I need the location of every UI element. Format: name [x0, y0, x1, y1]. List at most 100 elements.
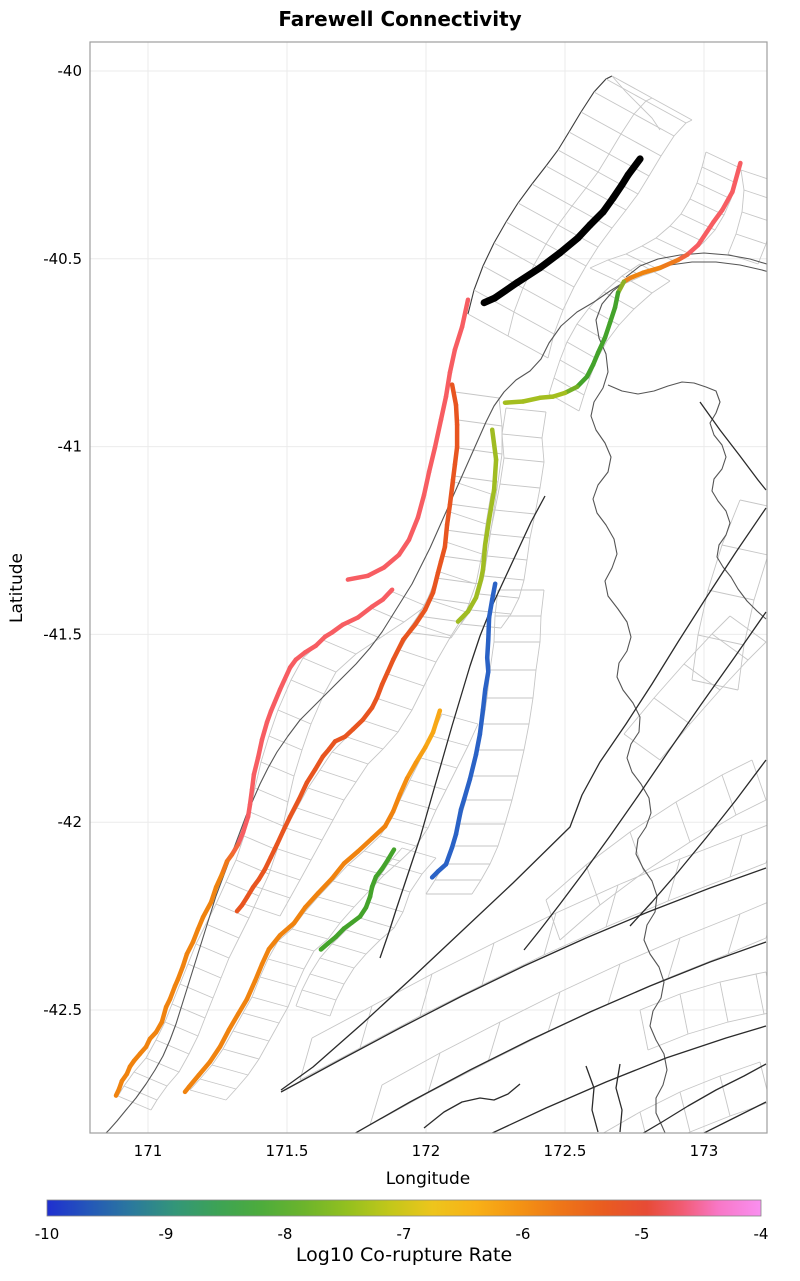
fault-strip-rung: [215, 903, 250, 919]
fault-strip-rung: [483, 575, 525, 581]
rupture-segment: [190, 926, 201, 945]
fault-strip-rung: [361, 719, 399, 733]
rupture-segment: [186, 1072, 202, 1090]
fault-strip-rung: [585, 864, 601, 906]
fault-strip-rung: [399, 799, 437, 811]
rupture-segment: [484, 637, 491, 660]
rupture-path-blue-path: [429, 581, 498, 880]
fault-strip-rung: [420, 757, 458, 769]
fault-strip-rung: [295, 1005, 331, 1017]
rupture-segment: [247, 787, 255, 807]
fault-strip-rung: [765, 933, 767, 939]
fault-strip-edge: [548, 263, 641, 395]
rupture-segment: [397, 776, 410, 797]
rupture-segment: [341, 849, 361, 866]
rupture-segment: [200, 899, 214, 920]
fault-strip-rung: [597, 171, 639, 195]
fault-strip-rung: [363, 850, 401, 862]
fault-strip-rung: [701, 166, 737, 184]
fault-strip-rung: [623, 733, 661, 761]
coastline-path: [105, 280, 627, 1133]
fault-strip-rung: [331, 751, 369, 765]
x-tick-label: 173: [690, 1142, 719, 1160]
rupture-segment: [730, 160, 743, 195]
fault-strip-rung: [553, 377, 585, 396]
rupture-segment: [627, 270, 646, 281]
background-fault-path: [423, 1083, 521, 1129]
rupture-segment: [234, 902, 245, 914]
fault-strip-rung: [639, 1009, 649, 1051]
fault-strip-rung: [445, 529, 491, 537]
background-fault-path: [354, 941, 767, 1133]
colorbar-tick-label: -10: [35, 1225, 60, 1243]
fault-strip-rung: [317, 896, 355, 908]
fault-strip-edge: [686, 1102, 767, 1133]
fault-strip-rung: [409, 779, 447, 791]
fault-strip-rung: [589, 267, 625, 285]
x-tick-label: 171.5: [266, 1142, 309, 1160]
rupture-segment: [219, 859, 230, 877]
fault-strip-rung: [331, 943, 367, 955]
rupture-segment: [595, 335, 608, 355]
fault-strip-rung: [721, 774, 737, 816]
fault-strip-rung: [545, 165, 587, 189]
rupture-segment: [207, 1044, 223, 1065]
fault-strip-rung: [195, 943, 230, 959]
rupture-segment: [489, 427, 499, 462]
fault-strip-rung: [346, 736, 384, 750]
fault-strip-rung: [454, 481, 492, 495]
rupture-segment: [329, 861, 347, 881]
fault-strip-edge: [467, 75, 613, 315]
fault-strip-rung: [580, 111, 622, 135]
fault-strip-rung: [439, 571, 477, 585]
rupture-segment: [477, 707, 486, 737]
rupture-segment: [196, 1059, 213, 1078]
rupture-segment: [280, 814, 293, 834]
fault-strip-edge: [647, 1012, 767, 1051]
fault-strip-rung: [253, 885, 291, 899]
fault-strip-rung: [607, 963, 621, 1005]
rupture-segment: [251, 755, 261, 777]
colorbar-tick-label: -4: [754, 1225, 769, 1243]
fault-strip-rung: [164, 1021, 199, 1037]
rupture-segment: [430, 570, 441, 595]
fault-strip-rung: [427, 597, 473, 605]
fault-strip-rung: [179, 983, 214, 999]
rupture-segment: [268, 687, 283, 714]
fault-strip-edge: [639, 971, 767, 1011]
coastline-path: [607, 381, 767, 620]
rupture-segment: [640, 265, 663, 275]
fault-strip-edge: [243, 481, 456, 905]
fault-strip-rung: [711, 633, 749, 661]
rupture-segment: [175, 963, 186, 982]
rupture-segment: [484, 655, 491, 674]
rupture-segment: [520, 395, 543, 404]
fault-strip-rung: [481, 942, 495, 986]
fault-strip-rung: [457, 419, 503, 427]
y-tick-label: -41: [58, 438, 83, 456]
rupture-segment: [382, 809, 396, 829]
rupture-segment: [350, 717, 366, 732]
rupture-path-northeast-path: [502, 160, 743, 405]
fault-strip-rung: [707, 589, 755, 601]
rupture-segment: [266, 933, 283, 952]
rupture-segment: [422, 730, 436, 750]
rupture-segment: [695, 219, 716, 248]
x-tick-label: 171: [134, 1142, 163, 1160]
fault-strip-rung: [259, 976, 297, 988]
fault-strip-rung: [345, 929, 381, 941]
background-fault-path: [699, 401, 767, 491]
rupture-path-yellow-orange-path: [182, 708, 443, 1095]
rupture-segment: [365, 565, 387, 579]
rupture-segment: [513, 264, 544, 287]
fault-strip-rung: [251, 996, 289, 1008]
rupture-segment: [455, 609, 471, 624]
fault-strip-rung: [260, 761, 295, 777]
rupture-segment: [720, 189, 735, 213]
colorbar-tick-label: -7: [397, 1225, 412, 1243]
fault-strip-rung: [368, 901, 404, 913]
fault-strip-rung: [399, 649, 437, 663]
fault-strip-edge: [369, 937, 767, 1126]
